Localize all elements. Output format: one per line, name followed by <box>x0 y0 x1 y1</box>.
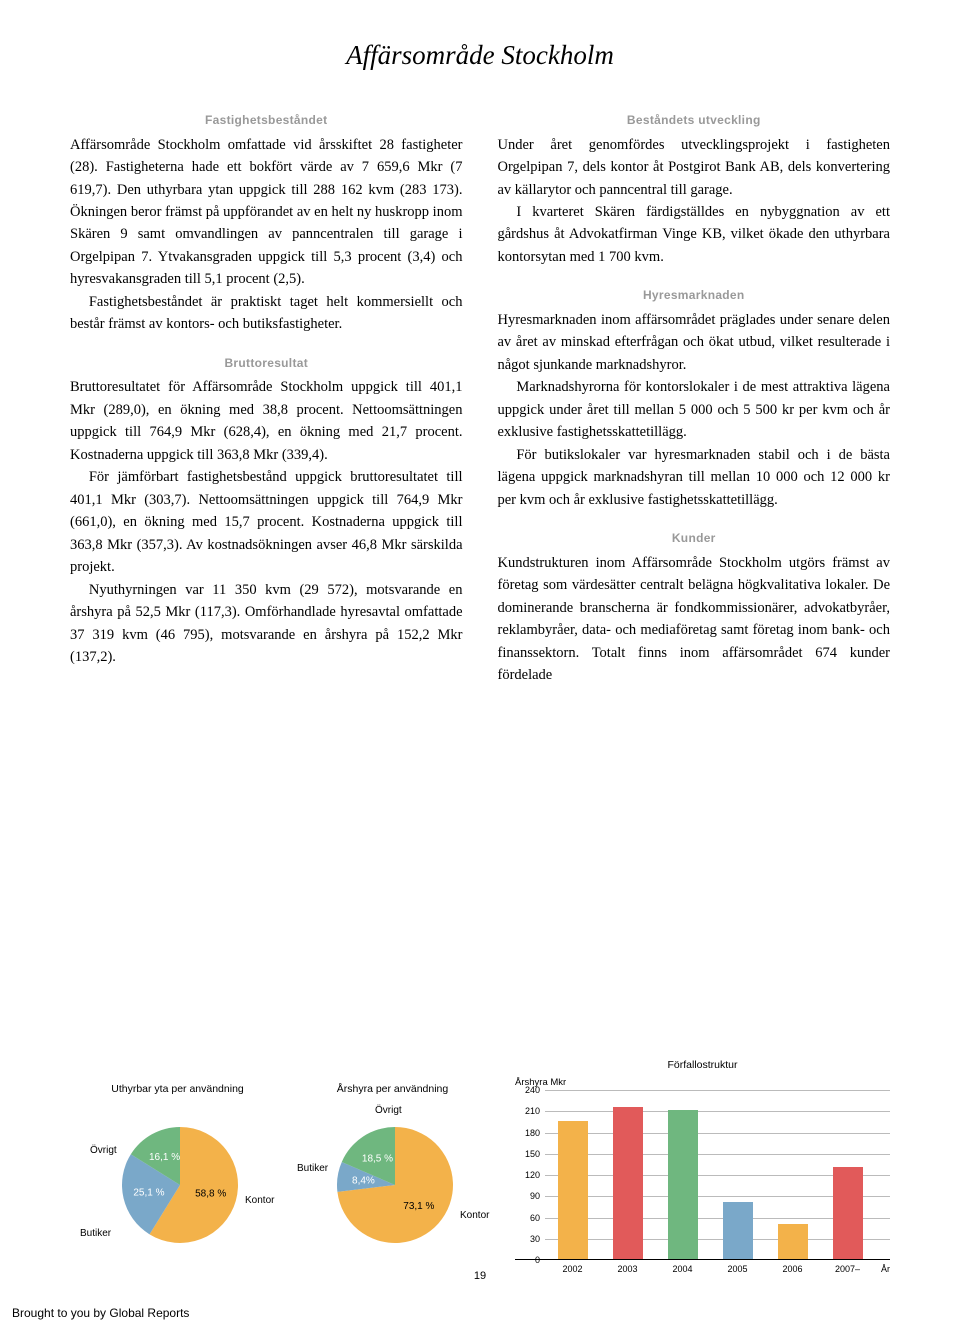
pie-slice-label: Kontor <box>245 1195 274 1206</box>
pie-slice-value: 8,4% <box>352 1175 375 1186</box>
chart-title: Årshyra per användning <box>285 1083 500 1095</box>
gridline <box>545 1154 890 1155</box>
gridline <box>545 1090 890 1091</box>
y-tick-label: 210 <box>515 1106 540 1116</box>
y-tick-label: 30 <box>515 1234 540 1244</box>
section-heading: Bruttoresultat <box>70 354 463 373</box>
pie-slice-label: Butiker <box>297 1163 328 1174</box>
bar-chart: Förfallostruktur Årshyra Mkr 03060901201… <box>515 1059 890 1260</box>
bar <box>558 1121 588 1259</box>
bar <box>668 1110 698 1259</box>
pie-slice-label: Butiker <box>80 1228 111 1239</box>
section-heading: Hyresmarknaden <box>498 286 891 305</box>
paragraph: Affärsområde Stockholm omfattade vid års… <box>70 134 463 291</box>
pie-slice-value: 58,8 % <box>195 1189 226 1200</box>
pie-slice-value: 18,5 % <box>362 1153 393 1164</box>
paragraph: Kundstrukturen inom Affärsområde Stockho… <box>498 552 891 687</box>
paragraph: Marknadshyrorna för kontorslokaler i de … <box>498 376 891 443</box>
pie-slice-label: Övrigt <box>375 1105 402 1116</box>
pie-slice-value: 16,1 % <box>149 1152 180 1163</box>
footer-text: Brought to you by Global Reports <box>12 1306 189 1320</box>
pie-chart-2: Årshyra per användning 73,1 % 8,4% 18,5 % K… <box>285 1083 500 1260</box>
y-axis-label: Årshyra Mkr <box>515 1077 890 1088</box>
left-column: Fastighetsbeståndet Affärsområde Stockho… <box>70 111 463 687</box>
y-tick-label: 0 <box>515 1255 540 1265</box>
section-heading: Beståndets utveckling <box>498 111 891 130</box>
y-tick-label: 180 <box>515 1128 540 1138</box>
pie-chart-1: Uthyrbar yta per användning 58,8 % 25,1 %… <box>70 1083 285 1260</box>
y-tick-label: 90 <box>515 1191 540 1201</box>
y-tick-label: 240 <box>515 1085 540 1095</box>
section-heading: Kunder <box>498 529 891 548</box>
bar <box>778 1224 808 1259</box>
y-tick-label: 120 <box>515 1170 540 1180</box>
chart-title: Förfallostruktur <box>515 1059 890 1071</box>
bar <box>613 1107 643 1259</box>
bar <box>833 1167 863 1259</box>
chart-title: Uthyrbar yta per användning <box>70 1083 285 1095</box>
page-title: Affärsområde Stockholm <box>70 40 890 71</box>
paragraph: Hyresmarknaden inom affärsområdet prägla… <box>498 309 891 376</box>
paragraph: Nyuthyrningen var 11 350 kvm (29 572), m… <box>70 579 463 669</box>
text-columns: Fastighetsbeståndet Affärsområde Stockho… <box>70 111 890 687</box>
right-column: Beståndets utveckling Under året genomfö… <box>498 111 891 687</box>
paragraph: Under året genomfördes utvecklingsprojek… <box>498 134 891 201</box>
paragraph: För butikslokaler var hyresmarknaden sta… <box>498 444 891 511</box>
pie-slice-label: Kontor <box>460 1210 489 1221</box>
pie-slice-value: 73,1 % <box>403 1201 434 1212</box>
y-tick-label: 60 <box>515 1213 540 1223</box>
section-heading: Fastighetsbeståndet <box>70 111 463 130</box>
paragraph: Bruttoresultatet för Affärsområde Stockh… <box>70 376 463 466</box>
gridline <box>545 1111 890 1112</box>
pie-slice-label: Övrigt <box>90 1145 117 1156</box>
charts-area: Uthyrbar yta per användning 58,8 % 25,1 %… <box>70 1010 890 1260</box>
y-tick-label: 150 <box>515 1149 540 1159</box>
pie-slice-value: 25,1 % <box>133 1187 164 1198</box>
gridline <box>545 1133 890 1134</box>
paragraph: Fastighetsbeståndet är praktiskt taget h… <box>70 291 463 336</box>
paragraph: För jämförbart fastighetsbestånd uppgick… <box>70 466 463 578</box>
bar <box>723 1202 753 1259</box>
paragraph: I kvarteret Skären färdigställdes en nyb… <box>498 201 891 268</box>
page-number: 19 <box>0 1270 960 1282</box>
